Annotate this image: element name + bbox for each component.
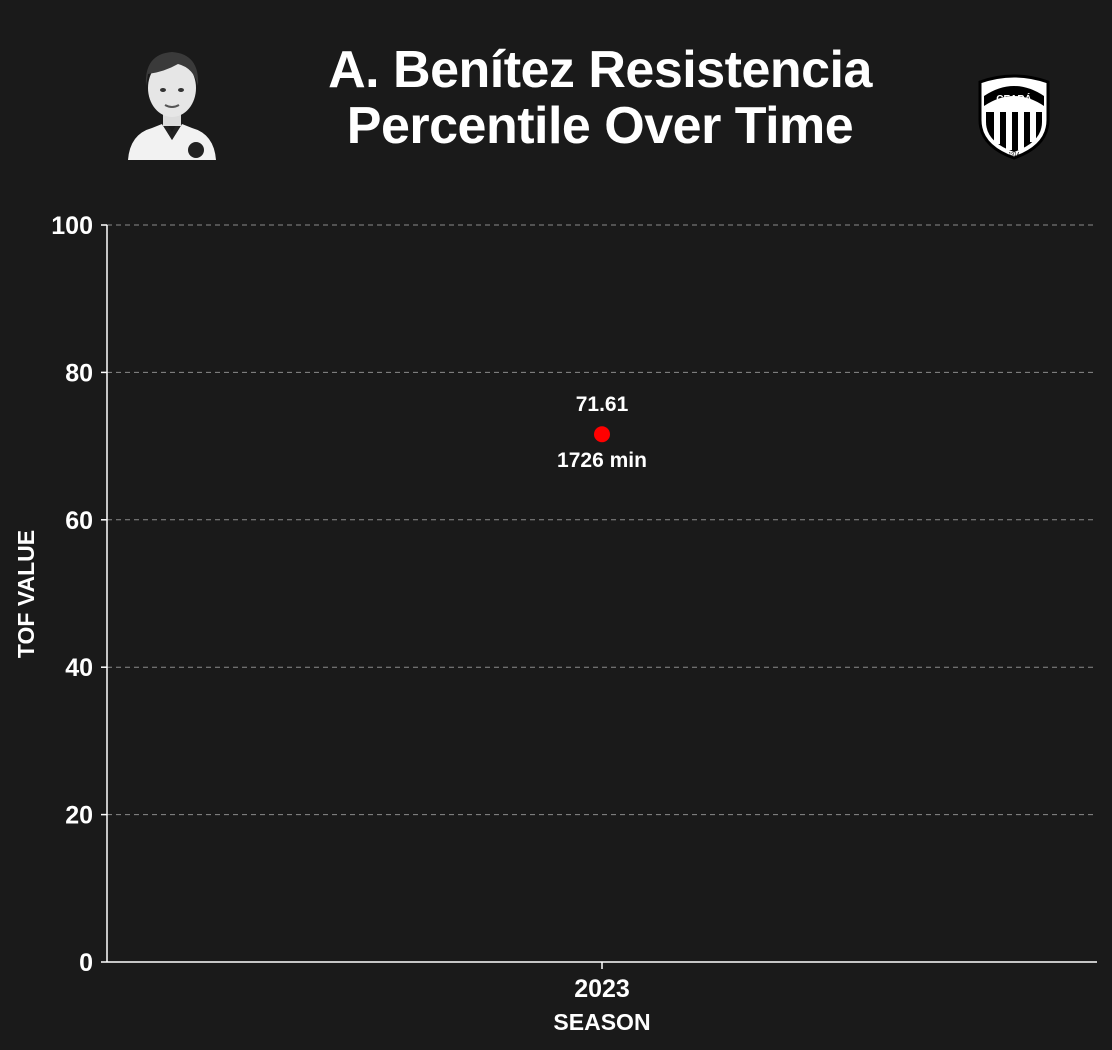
title-line-2: Percentile Over Time <box>346 97 854 155</box>
y-tick-labels: 0 20 40 60 80 100 <box>51 212 107 977</box>
title-line-1: A. Benítez Resistencia <box>328 41 872 99</box>
x-axis-title: SEASON <box>553 1009 650 1035</box>
data-point-0 <box>594 426 610 443</box>
y-tick-label-0: 0 <box>79 949 93 977</box>
ceara-crest-icon: CEARÁ 1914 <box>978 74 1050 160</box>
crest-text: CEARÁ <box>996 92 1032 105</box>
y-tick-label-2: 40 <box>65 654 93 682</box>
chart-title: A. Benítez Resistencia Percentile Over T… <box>250 42 950 154</box>
y-tick-label-1: 20 <box>65 802 93 830</box>
y-tick-label-4: 80 <box>65 359 93 387</box>
player-avatar-icon <box>128 52 216 160</box>
y-axis-title: TOF VALUE <box>13 530 39 658</box>
crest-year: 1914 <box>1008 152 1019 158</box>
data-points: 71.61 1726 min <box>557 393 647 472</box>
grid-lines <box>107 224 1097 816</box>
x-tick-label-0: 2023 <box>574 975 630 1003</box>
data-value-label-0: 71.61 <box>576 393 629 416</box>
x-tick-labels: 2023 <box>574 962 630 1003</box>
minutes-label-0: 1726 min <box>557 449 647 472</box>
y-tick-label-3: 60 <box>65 507 93 535</box>
y-tick-label-5: 100 <box>51 212 93 240</box>
